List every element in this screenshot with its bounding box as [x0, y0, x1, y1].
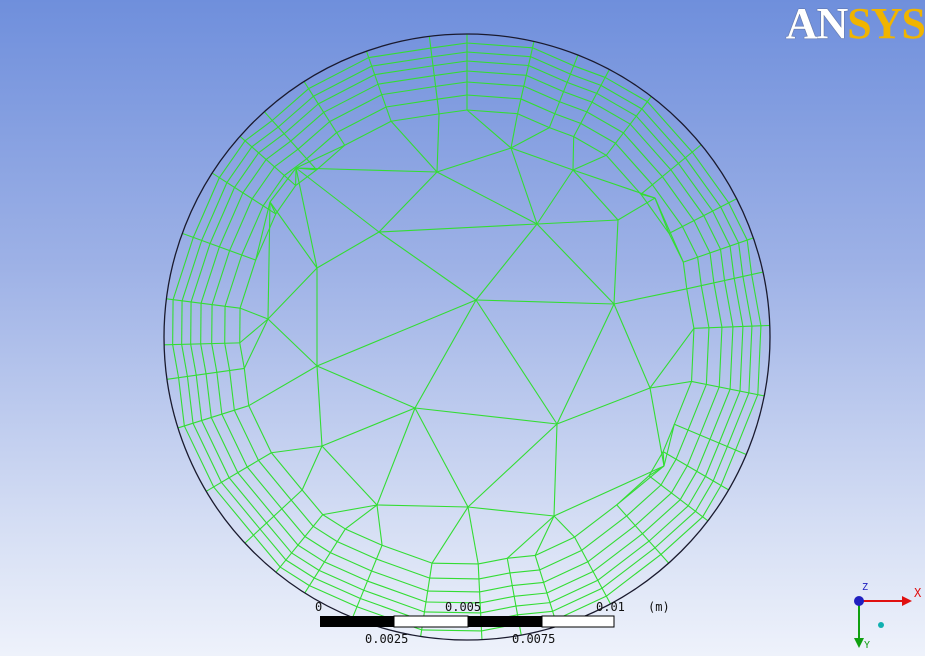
- scale-label-00075: 0.0075: [512, 632, 556, 646]
- ansys-logo: ANSYS: [785, 0, 925, 48]
- axis-z-label: Z: [862, 582, 869, 593]
- scale-bar-graphic: [320, 615, 615, 628]
- mesh-lines: [164, 34, 770, 640]
- domain-boundary: [163, 33, 771, 641]
- scale-label-001: 0.01: [596, 600, 625, 614]
- scale-label-0: 0: [315, 600, 323, 614]
- scale-unit: (m): [648, 600, 670, 614]
- axis-x-label: X: [914, 586, 922, 600]
- scale-label-00025: 0.0025: [365, 632, 409, 646]
- scale-label-0005: 0.005: [445, 600, 482, 614]
- axis-y-label: Y: [864, 640, 871, 651]
- axis-triad-graphic: [854, 596, 912, 648]
